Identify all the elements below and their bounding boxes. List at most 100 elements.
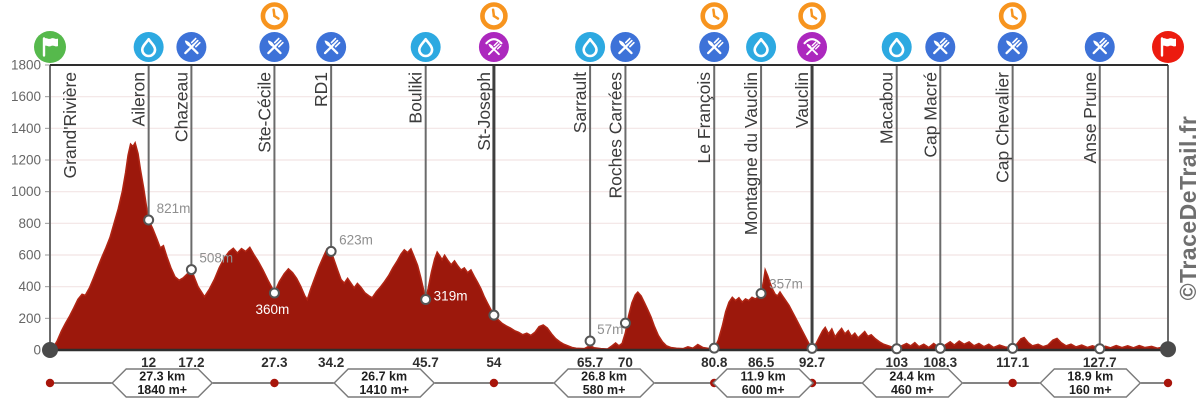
segment-elevation-gain: 160 m+ <box>1069 383 1112 397</box>
x-tick-label-roches-carr-es: 70 <box>618 355 633 370</box>
food-icon <box>176 32 207 62</box>
x-tick-label-cap-macr: 108.3 <box>923 355 957 370</box>
segment-elevation-gain: 580 m+ <box>583 383 626 397</box>
marker-cap-macr <box>934 342 946 354</box>
segment-distance: 26.7 km <box>361 370 407 384</box>
x-tick-label-bouliki: 45.7 <box>413 355 439 370</box>
segment-boundary-dot <box>270 378 279 388</box>
marker-chazeau <box>185 264 197 276</box>
station-label-cap-macr: Cap Macré <box>920 72 940 158</box>
station-label-roches-carr-es: Roches Carrées <box>605 72 625 199</box>
marker-le-fran-ois <box>708 342 720 354</box>
segment-distance: 11.9 km <box>741 370 786 384</box>
water-icon <box>133 32 164 62</box>
y-tick-label: 600 <box>18 248 41 263</box>
x-tick-label-anse-prune: 127.7 <box>1083 355 1117 370</box>
elevation-label-montagne-du-vauclin: 357m <box>769 276 803 291</box>
y-tick-label: 800 <box>18 216 41 231</box>
clock-icon <box>480 2 508 30</box>
x-tick-label-le-fran-ois: 80.8 <box>701 355 728 370</box>
water-icon <box>881 32 912 62</box>
finish-dot <box>1160 341 1176 358</box>
water-icon <box>575 32 606 62</box>
food-icon <box>997 32 1028 62</box>
segment-boundary-dot <box>45 378 55 388</box>
elevation-area <box>50 142 1168 350</box>
food-icon <box>610 32 641 62</box>
station-label-grand-rivi-re: Grand'Rivière <box>60 72 80 178</box>
marker-cap-chevalier <box>1007 342 1019 354</box>
marker-vauclin <box>806 342 818 354</box>
station-icons <box>34 2 1184 63</box>
elevation-label-ste-c-cile: 360m <box>256 302 290 317</box>
segment-boundary-dot <box>1008 378 1017 388</box>
food-icon <box>1084 32 1115 62</box>
food-icon <box>699 32 730 62</box>
x-tick-label-vauclin: 92.7 <box>799 355 825 370</box>
segment-elevation-gain: 460 m+ <box>891 383 934 397</box>
y-tick-label: 200 <box>18 311 41 326</box>
marker-st-joseph <box>488 309 500 321</box>
station-label-bouliki: Bouliki <box>406 72 426 124</box>
segment-boundary-dot <box>1163 378 1173 388</box>
elevation-label-sarrault: 57m <box>597 322 623 337</box>
segment-elevation-gain: 1840 m+ <box>137 383 187 397</box>
meal-icon <box>797 32 828 62</box>
y-tick-label: 400 <box>18 279 41 294</box>
marker-ste-c-cile <box>268 287 280 299</box>
station-label-le-fran-ois: Le François <box>694 72 714 164</box>
marker-montagne-du-vauclin <box>755 287 767 299</box>
station-label-anse-prune: Anse Prune <box>1080 72 1100 163</box>
x-tick-label-st-joseph: 54 <box>486 355 502 370</box>
marker-anse-prune <box>1094 343 1106 355</box>
marker-macabou <box>891 343 903 355</box>
station-label-cap-chevalier: Cap Chevalier <box>993 72 1013 183</box>
station-label-macabou: Macabou <box>877 72 897 144</box>
food-icon <box>259 32 290 62</box>
water-icon <box>410 32 441 62</box>
food-icon <box>316 32 347 62</box>
x-tick-label-chazeau: 17.2 <box>178 355 204 370</box>
marker-bouliki <box>420 293 432 305</box>
x-tick-label-cap-chevalier: 117.1 <box>996 355 1030 370</box>
segment-distance: 24.4 km <box>889 370 935 384</box>
y-tick-label: 0 <box>33 343 41 358</box>
y-tick-label: 1600 <box>11 89 41 104</box>
y-tick-label: 1000 <box>11 184 41 199</box>
finish-icon <box>1152 31 1184 63</box>
x-tick-label-rd1: 34.2 <box>318 355 344 370</box>
meal-icon <box>478 32 509 62</box>
watermark: ©TraceDeTrail.fr <box>1175 115 1200 301</box>
station-label-vauclin: Vauclin <box>792 72 812 128</box>
station-label-montagne-du-vauclin: Montagne du Vauclin <box>741 72 761 235</box>
x-tick-label-montagne-du-vauclin: 86.5 <box>748 355 775 370</box>
station-label-chazeau: Chazeau <box>171 72 191 142</box>
segment-distance: 26.8 km <box>581 370 627 384</box>
marker-rd1 <box>325 245 337 257</box>
y-tick-label: 1400 <box>11 121 41 136</box>
station-label-rd1: RD1 <box>311 72 331 107</box>
y-tick-label: 1800 <box>11 58 41 73</box>
elevation-label-bouliki: 319m <box>434 288 468 303</box>
x-tick-label-sarrault: 65.7 <box>577 355 603 370</box>
clock-icon <box>798 2 826 30</box>
x-tick-label-aileron: 12 <box>141 355 156 370</box>
station-label-aileron: Aileron <box>129 72 149 126</box>
marker-sarrault <box>584 335 596 347</box>
segment-distance: 18.9 km <box>1067 370 1113 384</box>
segment-elevation-gain: 1410 m+ <box>359 383 409 397</box>
station-markers: Grand'Rivière 821m Aileron 12 508m Chazeau 17.… <box>42 72 1176 370</box>
elevation-label-chazeau: 508m <box>199 251 233 266</box>
segment-boundary-dot <box>489 378 499 388</box>
clock-icon <box>260 2 289 30</box>
marker-aileron <box>143 214 155 226</box>
start-dot <box>42 342 58 358</box>
